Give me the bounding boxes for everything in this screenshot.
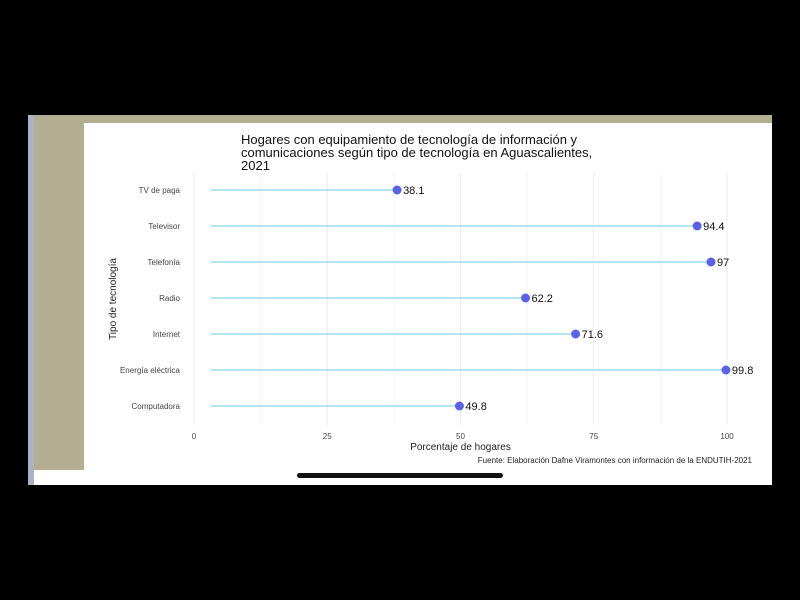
y-tick-label: Computadora: [132, 402, 181, 411]
home-indicator-bar: [297, 473, 503, 478]
data-label: 49.8: [465, 401, 486, 413]
x-tick-label: 0: [192, 432, 197, 441]
lollipop-chart: 38.1 TV de paga 94.4 Televisor 97 Telefonía 62…: [108, 173, 753, 465]
lollipop-point: [692, 221, 702, 231]
background-left-margin: [34, 115, 84, 470]
data-label: 97: [717, 257, 729, 269]
y-tick-label: Telefonía: [148, 258, 181, 267]
data-label: 71.6: [582, 329, 603, 341]
y-tick-label: TV de paga: [139, 186, 181, 195]
data-label: 62.2: [532, 293, 553, 305]
chart-caption: Fuente: Elaboración Dafne Viramontes con…: [478, 456, 753, 465]
x-tick-label: 75: [589, 432, 598, 441]
y-tick-label: Internet: [153, 330, 181, 339]
x-tick-label: 100: [720, 432, 734, 441]
lollipop-point: [721, 365, 731, 375]
lollipop-point: [454, 401, 464, 411]
y-axis-label: Tipo de tecnología: [108, 258, 119, 340]
data-label: 99.8: [732, 365, 753, 377]
chart-title: Hogares con equipamiento de tecnología d…: [241, 132, 593, 173]
data-label: 94.4: [703, 221, 724, 233]
lollipop-point: [706, 257, 716, 267]
y-tick-label: Radio: [159, 294, 180, 303]
left-edge-bar: [28, 115, 34, 485]
plot-sheet: 38.1 TV de paga 94.4 Televisor 97 Telefonía 62…: [84, 123, 756, 470]
lollipop-point: [521, 293, 531, 303]
photo-frame: 38.1 TV de paga 94.4 Televisor 97 Telefonía 62…: [28, 115, 772, 485]
x-tick-label: 25: [323, 432, 332, 441]
data-label: 38.1: [403, 185, 424, 197]
lollipop-point: [392, 185, 402, 195]
background-top-margin: [84, 115, 772, 123]
x-tick-label: 50: [456, 432, 465, 441]
y-tick-label: Televisor: [148, 222, 180, 231]
y-tick-label: Energía eléctrica: [120, 366, 181, 375]
lollipop-point: [571, 329, 581, 339]
x-axis-label: Porcentaje de hogares: [410, 442, 511, 453]
